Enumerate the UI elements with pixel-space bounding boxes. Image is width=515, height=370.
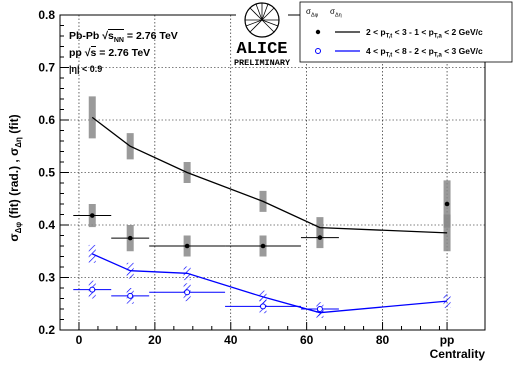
- data-point: [127, 292, 134, 299]
- x-axis-label: Centrality: [430, 347, 486, 361]
- data-point: [89, 213, 95, 218]
- data-point: [317, 235, 323, 240]
- data-point: [444, 201, 450, 207]
- series-layer: [73, 116, 450, 314]
- pp-sqrt-s: √s: [84, 46, 97, 59]
- pp-system: pp: [69, 47, 82, 59]
- axis-ticks: 0 20 40 60 80 0.2 0.3 0.4 0.5 0.6 0.7 0.8: [38, 8, 448, 347]
- y-axis-label: σΔφ (fit) (rad.) , σΔη (fit): [7, 114, 23, 241]
- x-tick-label: 60: [300, 333, 314, 347]
- x-tick-label: 80: [376, 333, 390, 347]
- data-point: [127, 235, 133, 241]
- legend: σΔφ σΔη 2 < pT,t < 3 - 1 < pT,a < 2 GeV/…: [299, 1, 513, 63]
- logo-subtext: PRELIMINARY: [234, 58, 291, 68]
- legend-marker-open: [315, 48, 321, 54]
- series-line: [91, 116, 448, 234]
- y-tick-label: 0.8: [38, 8, 55, 22]
- data-point: [316, 306, 323, 312]
- y-tick-label: 0.2: [38, 323, 55, 337]
- y-tick-label: 0.7: [38, 61, 55, 75]
- svg-text:σΔφ (fit) (rad.) , σΔη (fit): σΔφ (fit) (rad.) , σΔη (fit): [7, 114, 23, 241]
- series-line: [91, 253, 448, 314]
- collision-annotation: Pb-Pb √sNN = 2.76 TeV: [69, 29, 178, 45]
- legend-header-phi: σΔφ: [306, 7, 319, 19]
- pbpb-energy: = 2.76 TeV: [126, 30, 178, 42]
- pp-annotation: pp √s = 2.76 TeV: [69, 46, 151, 59]
- legend-header-eta: σΔη: [330, 7, 342, 19]
- legend-label-2: 4 < pT,t < 8 - 2 < pT,a < 3 GeV/c: [366, 46, 483, 59]
- data-point: [184, 289, 191, 296]
- collision-system: Pb-Pb: [69, 30, 100, 42]
- pp-energy: = 2.76 TeV: [99, 47, 151, 59]
- logo-text: ALICE: [236, 40, 287, 59]
- systematic-boxes: [88, 96, 451, 318]
- pp-tick-label: pp: [440, 333, 455, 347]
- x-tick-label: 20: [148, 333, 162, 347]
- y-tick-label: 0.4: [38, 218, 55, 232]
- data-point: [260, 303, 267, 310]
- sqrt-s-nn: √sNN: [102, 29, 124, 45]
- y-tick-label: 0.5: [38, 166, 55, 180]
- data-point: [260, 243, 266, 249]
- x-tick-label: 40: [224, 333, 238, 347]
- y-tick-label: 0.3: [38, 271, 55, 285]
- x-tick-label: 0: [76, 333, 83, 347]
- eta-cut-annotation: |η| < 0.9: [69, 64, 103, 74]
- alice-logo: ALICE PRELIMINARY: [234, 2, 291, 68]
- legend-label-1: 2 < pT,t < 3 - 1 < pT,a < 2 GeV/c: [366, 27, 483, 40]
- legend-marker-dot: [315, 29, 321, 35]
- data-point: [89, 286, 96, 293]
- y-tick-label: 0.6: [38, 113, 55, 127]
- data-point: [184, 243, 190, 249]
